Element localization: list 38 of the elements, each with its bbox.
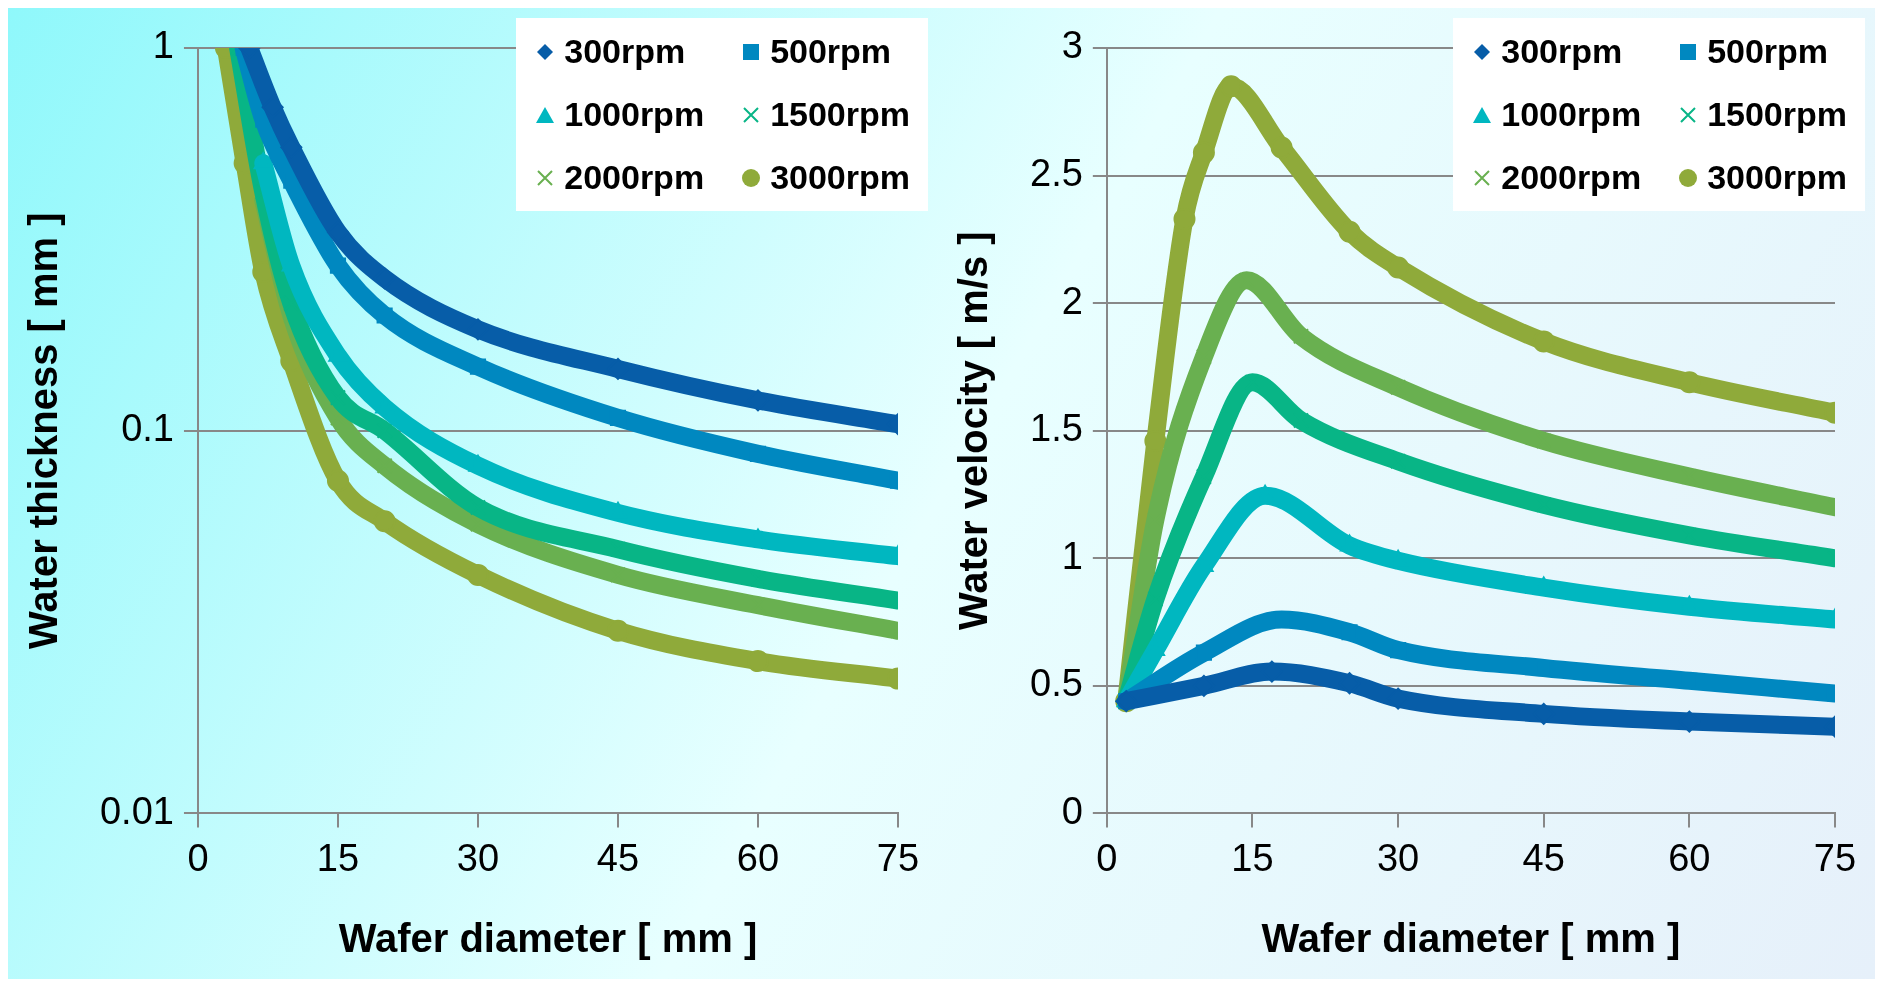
legend-label: 300rpm: [1501, 32, 1623, 71]
x-tick-label: 30: [1376, 836, 1420, 879]
legend-label: 300rpm: [564, 32, 686, 71]
x-tick-label: 0: [1096, 836, 1118, 879]
x-tick-label: 45: [1522, 836, 1565, 879]
x-tick-label: 15: [316, 836, 360, 879]
legend-label: 3000rpm: [1707, 158, 1847, 197]
legend-label: 2000rpm: [1501, 158, 1642, 197]
y-axis-title: Water velocity [ m/s ]: [951, 231, 996, 631]
y-tick-label: 2: [1061, 279, 1083, 322]
x-tick-label: 15: [1231, 836, 1274, 879]
legend-label: 1500rpm: [1707, 95, 1847, 134]
y-tick-label: 3: [1061, 24, 1083, 67]
x-tick-label: 30: [456, 836, 500, 879]
y-tick-label: 0.01: [99, 789, 174, 832]
y-tick-label: 1: [152, 24, 174, 67]
legend-label: 2000rpm: [564, 158, 705, 197]
x-tick-label: 60: [1668, 836, 1711, 879]
y-tick-label: 0.5: [1030, 662, 1083, 705]
legend-label: 1500rpm: [770, 95, 910, 134]
x-tick-label: 45: [596, 836, 640, 879]
legend-label: 3000rpm: [770, 158, 910, 197]
y-tick-label: 0.1: [121, 407, 174, 450]
legend-label: 500rpm: [1707, 32, 1829, 71]
y-tick-label: 0: [1061, 789, 1083, 832]
y-tick-label: 1: [1061, 534, 1083, 577]
y-axis-title: Water thickness [ mm ]: [21, 212, 66, 649]
legend-label: 500rpm: [770, 32, 892, 71]
legend-label: 1000rpm: [564, 95, 705, 134]
x-axis-title: Wafer diameter [ mm ]: [1261, 916, 1681, 961]
x-tick-label: 0: [187, 836, 209, 879]
legend-label: 1000rpm: [1501, 95, 1642, 134]
x-tick-label: 60: [736, 836, 780, 879]
x-tick-label: 75: [1813, 836, 1857, 879]
x-tick-label: 75: [876, 836, 920, 879]
y-tick-label: 2.5: [1030, 152, 1083, 195]
y-tick-label: 1.5: [1030, 407, 1083, 450]
x-axis-title: Wafer diameter [ mm ]: [338, 916, 758, 961]
